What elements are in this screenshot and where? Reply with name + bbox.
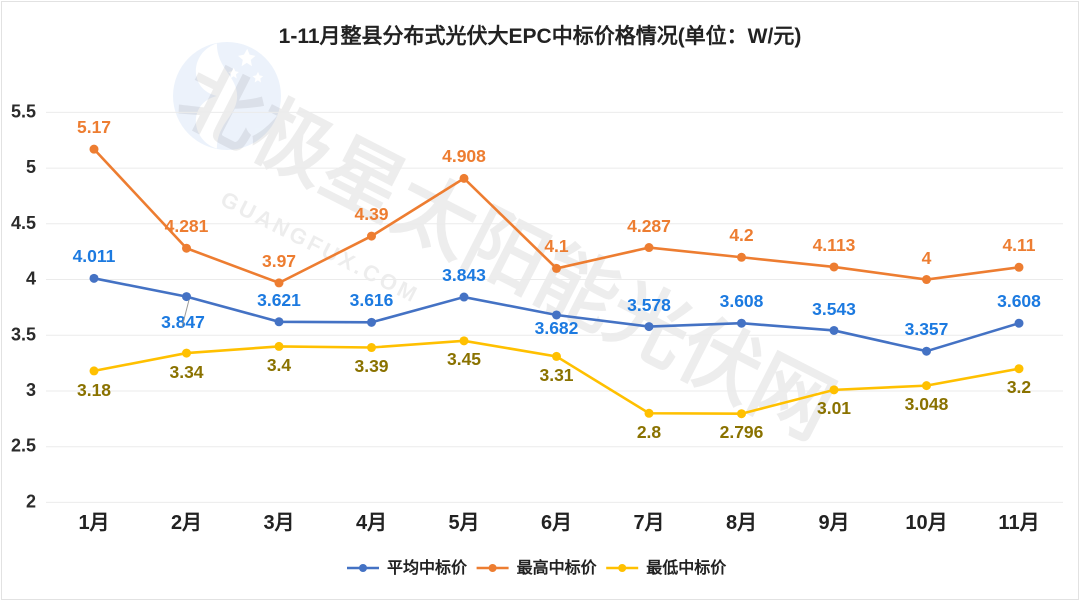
svg-text:3.34: 3.34 bbox=[169, 362, 203, 382]
svg-text:7月: 7月 bbox=[633, 512, 664, 534]
svg-text:3.048: 3.048 bbox=[905, 394, 949, 414]
svg-text:4.908: 4.908 bbox=[442, 146, 486, 166]
svg-text:5月: 5月 bbox=[448, 512, 479, 534]
svg-text:3.39: 3.39 bbox=[354, 356, 388, 376]
svg-text:3.682: 3.682 bbox=[535, 318, 579, 338]
svg-text:10月: 10月 bbox=[905, 512, 947, 534]
svg-text:2.796: 2.796 bbox=[720, 422, 764, 442]
svg-text:4.1: 4.1 bbox=[544, 236, 569, 256]
svg-text:3.45: 3.45 bbox=[447, 349, 481, 369]
svg-text:5.17: 5.17 bbox=[77, 117, 111, 137]
svg-text:4: 4 bbox=[922, 248, 932, 268]
svg-text:3.4: 3.4 bbox=[267, 355, 292, 375]
svg-text:3.616: 3.616 bbox=[350, 290, 394, 310]
svg-text:最低中标价: 最低中标价 bbox=[646, 558, 727, 577]
svg-text:3.18: 3.18 bbox=[77, 380, 111, 400]
svg-text:4.113: 4.113 bbox=[813, 235, 856, 255]
svg-text:3.843: 3.843 bbox=[442, 265, 486, 285]
svg-text:3.97: 3.97 bbox=[262, 251, 296, 271]
svg-text:4月: 4月 bbox=[356, 512, 387, 534]
svg-text:3月: 3月 bbox=[263, 512, 294, 534]
svg-text:3.2: 3.2 bbox=[1007, 377, 1032, 397]
svg-text:3.578: 3.578 bbox=[627, 295, 671, 315]
svg-text:3.31: 3.31 bbox=[539, 365, 573, 385]
svg-text:最高中标价: 最高中标价 bbox=[517, 558, 598, 577]
svg-text:9月: 9月 bbox=[818, 512, 849, 534]
svg-text:4.281: 4.281 bbox=[165, 216, 209, 236]
svg-text:5: 5 bbox=[26, 157, 36, 177]
svg-text:5.5: 5.5 bbox=[11, 101, 36, 121]
svg-text:3.608: 3.608 bbox=[720, 291, 764, 311]
svg-text:6月: 6月 bbox=[541, 512, 572, 534]
svg-text:4.11: 4.11 bbox=[1002, 235, 1035, 255]
svg-text:1月: 1月 bbox=[78, 512, 109, 534]
svg-text:4.39: 4.39 bbox=[354, 204, 388, 224]
svg-text:2月: 2月 bbox=[171, 512, 202, 534]
svg-text:3.01: 3.01 bbox=[817, 398, 851, 418]
svg-text:3.357: 3.357 bbox=[905, 319, 949, 339]
svg-text:2: 2 bbox=[26, 491, 36, 511]
svg-text:4.5: 4.5 bbox=[11, 213, 36, 233]
svg-text:平均中标价: 平均中标价 bbox=[387, 558, 468, 577]
svg-text:3.543: 3.543 bbox=[812, 299, 856, 319]
svg-text:11月: 11月 bbox=[998, 512, 1039, 534]
svg-text:4.287: 4.287 bbox=[627, 216, 671, 236]
svg-text:3: 3 bbox=[26, 380, 36, 400]
svg-text:2.8: 2.8 bbox=[637, 422, 662, 442]
svg-text:2.5: 2.5 bbox=[11, 436, 36, 456]
svg-text:3.5: 3.5 bbox=[11, 324, 36, 344]
svg-text:3.608: 3.608 bbox=[997, 291, 1041, 311]
svg-text:4: 4 bbox=[26, 269, 36, 289]
svg-text:3.621: 3.621 bbox=[257, 290, 301, 310]
svg-text:8月: 8月 bbox=[726, 512, 757, 534]
svg-text:4.2: 4.2 bbox=[729, 225, 754, 245]
svg-text:4.011: 4.011 bbox=[73, 246, 116, 266]
